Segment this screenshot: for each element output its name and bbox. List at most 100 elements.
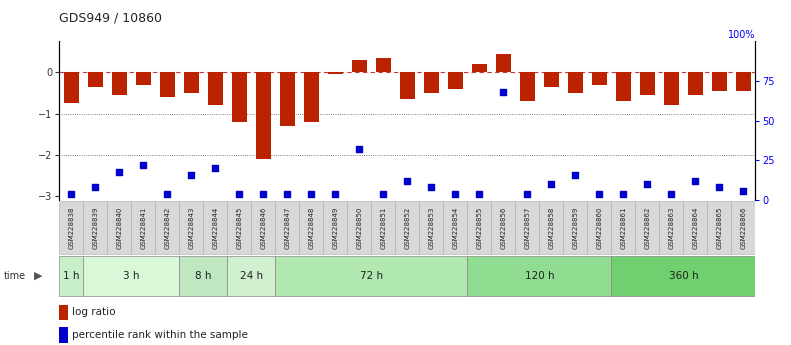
FancyBboxPatch shape	[467, 201, 491, 254]
Point	[641, 181, 653, 187]
FancyBboxPatch shape	[660, 201, 683, 254]
FancyBboxPatch shape	[275, 201, 299, 254]
Point	[425, 185, 437, 190]
Point	[305, 191, 318, 197]
Bar	[184, 72, 199, 93]
FancyBboxPatch shape	[396, 201, 419, 254]
Bar	[496, 54, 511, 72]
Point	[569, 172, 581, 177]
FancyBboxPatch shape	[180, 201, 203, 254]
Point	[689, 178, 702, 184]
Text: 120 h: 120 h	[524, 271, 554, 281]
Text: GSM228856: GSM228856	[501, 207, 506, 249]
Point	[617, 191, 630, 197]
Bar	[640, 72, 655, 95]
FancyBboxPatch shape	[371, 201, 396, 254]
FancyBboxPatch shape	[59, 201, 83, 254]
FancyBboxPatch shape	[83, 201, 108, 254]
Point	[65, 191, 78, 197]
Text: GSM228854: GSM228854	[452, 207, 458, 249]
FancyBboxPatch shape	[732, 201, 755, 254]
Point	[233, 191, 246, 197]
FancyBboxPatch shape	[324, 201, 347, 254]
Point	[281, 191, 293, 197]
FancyBboxPatch shape	[252, 201, 275, 254]
FancyBboxPatch shape	[131, 201, 155, 254]
Bar	[736, 72, 751, 91]
Bar	[471, 64, 487, 72]
Bar	[279, 72, 295, 126]
FancyBboxPatch shape	[203, 201, 227, 254]
FancyBboxPatch shape	[227, 256, 275, 296]
Text: GSM228858: GSM228858	[548, 207, 554, 249]
Bar	[255, 72, 271, 159]
Bar	[543, 72, 559, 87]
Point	[113, 169, 126, 174]
Text: GSM228866: GSM228866	[740, 206, 747, 249]
Text: 8 h: 8 h	[195, 271, 211, 281]
Point	[401, 178, 414, 184]
Bar	[112, 72, 127, 95]
Text: 72 h: 72 h	[360, 271, 383, 281]
Text: GSM228861: GSM228861	[620, 206, 626, 249]
Text: GSM228864: GSM228864	[692, 207, 698, 249]
Point	[137, 162, 149, 168]
FancyBboxPatch shape	[275, 256, 467, 296]
Bar	[399, 72, 415, 99]
Text: GSM228849: GSM228849	[332, 207, 339, 249]
Bar	[327, 72, 343, 75]
Bar	[351, 60, 367, 72]
FancyBboxPatch shape	[635, 201, 660, 254]
Bar	[232, 72, 247, 122]
Bar	[592, 72, 607, 85]
Text: 3 h: 3 h	[123, 271, 139, 281]
Text: GSM228848: GSM228848	[308, 207, 314, 249]
Bar	[376, 58, 392, 72]
Text: 360 h: 360 h	[668, 271, 698, 281]
Bar	[304, 72, 319, 122]
Point	[545, 181, 558, 187]
Text: 24 h: 24 h	[240, 271, 263, 281]
Bar	[207, 72, 223, 105]
Point	[329, 191, 342, 197]
Point	[209, 166, 221, 171]
Text: GSM228844: GSM228844	[212, 207, 218, 249]
FancyBboxPatch shape	[516, 201, 539, 254]
FancyBboxPatch shape	[419, 201, 444, 254]
FancyBboxPatch shape	[683, 201, 707, 254]
Point	[593, 191, 606, 197]
Text: GDS949 / 10860: GDS949 / 10860	[59, 11, 162, 24]
FancyBboxPatch shape	[563, 201, 588, 254]
Text: GSM228860: GSM228860	[596, 206, 603, 249]
Point	[377, 191, 390, 197]
FancyBboxPatch shape	[707, 201, 732, 254]
Point	[449, 191, 462, 197]
Point	[89, 185, 102, 190]
FancyBboxPatch shape	[155, 201, 180, 254]
Text: time: time	[4, 271, 26, 281]
FancyBboxPatch shape	[611, 201, 635, 254]
Text: GSM228862: GSM228862	[645, 207, 650, 249]
Text: GSM228857: GSM228857	[524, 207, 531, 249]
Text: GSM228843: GSM228843	[188, 207, 195, 249]
Text: GSM228853: GSM228853	[429, 207, 434, 249]
Text: GSM228846: GSM228846	[260, 207, 267, 249]
Text: GSM228855: GSM228855	[476, 207, 483, 249]
Bar	[448, 72, 464, 89]
Text: GSM228851: GSM228851	[380, 207, 386, 249]
FancyBboxPatch shape	[180, 256, 227, 296]
Text: GSM228842: GSM228842	[165, 207, 170, 249]
Point	[185, 172, 198, 177]
Text: GSM228863: GSM228863	[668, 206, 675, 249]
Text: GSM228865: GSM228865	[717, 207, 722, 249]
Bar	[712, 72, 727, 91]
Point	[257, 191, 270, 197]
Bar	[423, 72, 439, 93]
Text: GSM228841: GSM228841	[140, 207, 146, 249]
Bar	[520, 72, 536, 101]
Text: 100%: 100%	[728, 30, 755, 40]
Text: ▶: ▶	[34, 271, 43, 281]
FancyBboxPatch shape	[83, 256, 180, 296]
FancyBboxPatch shape	[59, 256, 83, 296]
FancyBboxPatch shape	[491, 201, 516, 254]
